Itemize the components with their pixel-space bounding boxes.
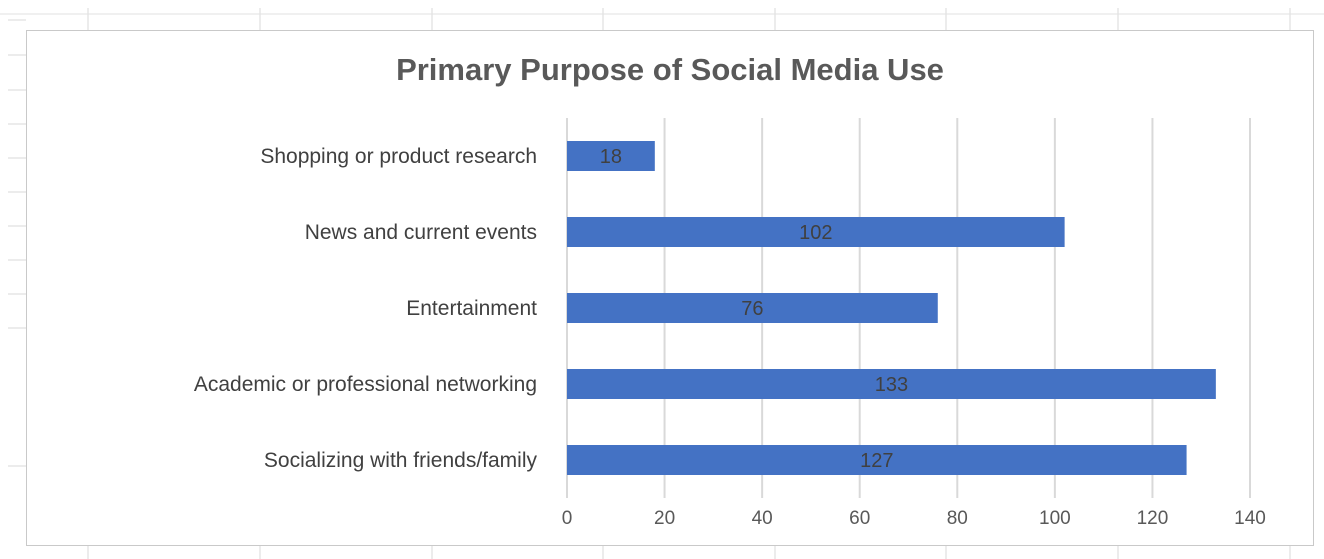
chart-title: Primary Purpose of Social Media Use (396, 52, 944, 87)
x-tick-label: 100 (1039, 508, 1071, 529)
category-label: Socializing with friends/family (264, 449, 538, 472)
x-tick-label: 20 (654, 508, 675, 529)
x-axis-tick-labels: 0 20 40 60 80 100 120 140 (562, 508, 1266, 529)
category-label: News and current events (305, 221, 537, 244)
x-tick-label: 40 (752, 508, 773, 529)
x-tick-label: 0 (562, 508, 573, 529)
bar[interactable] (567, 141, 655, 171)
bar[interactable] (567, 369, 1216, 399)
bar-data-label: 102 (799, 222, 832, 244)
category-label: Entertainment (406, 297, 537, 320)
bars: 18 102 76 133 127 (567, 141, 1216, 475)
bar[interactable] (567, 293, 938, 323)
x-tick-label: 60 (849, 508, 870, 529)
bar-data-label: 18 (600, 146, 622, 168)
x-tick-label: 80 (947, 508, 968, 529)
category-labels: Shopping or product research News and cur… (194, 145, 538, 472)
x-tick-label: 120 (1137, 508, 1169, 529)
bar[interactable] (567, 217, 1065, 247)
bar[interactable] (567, 445, 1187, 475)
bar-data-label: 127 (860, 450, 893, 472)
bar-data-label: 76 (741, 298, 763, 320)
category-label: Shopping or product research (260, 145, 537, 168)
x-tick-label: 140 (1234, 508, 1266, 529)
bar-data-label: 133 (875, 374, 908, 396)
category-label: Academic or professional networking (194, 373, 537, 396)
